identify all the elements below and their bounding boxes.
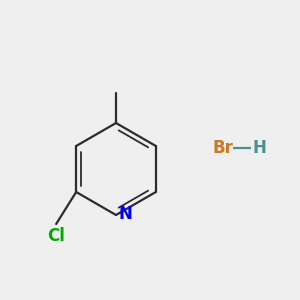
Text: N: N [119, 205, 133, 223]
Text: Cl: Cl [47, 227, 65, 245]
Text: H: H [252, 139, 266, 157]
Text: Br: Br [213, 139, 234, 157]
